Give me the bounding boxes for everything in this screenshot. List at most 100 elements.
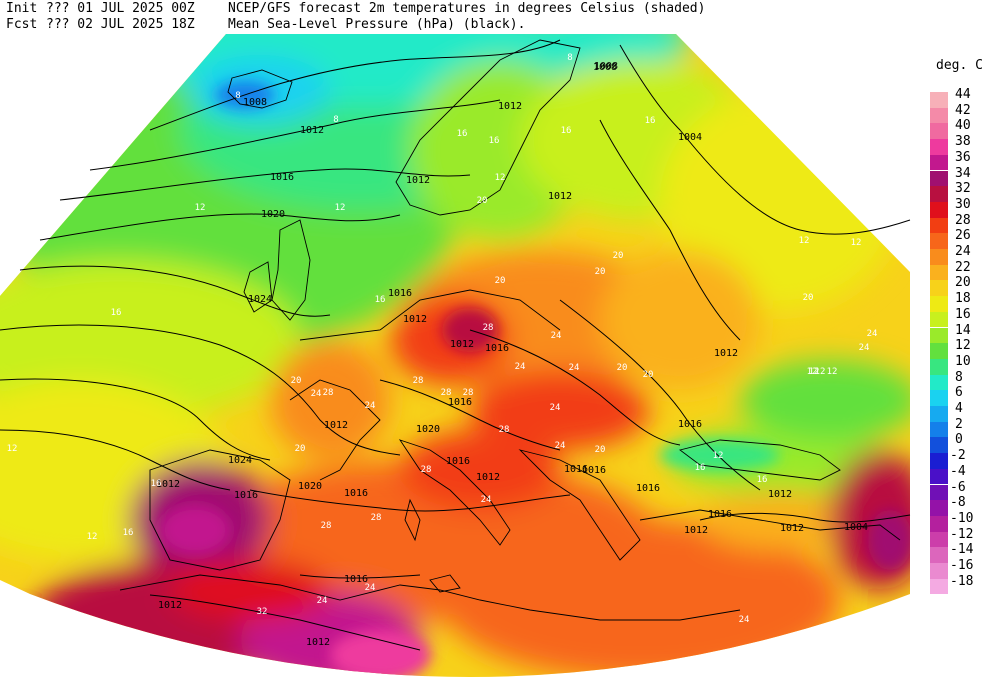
colorbar-swatch — [930, 186, 948, 202]
temperature-label: 20 — [595, 267, 606, 277]
colorbar-label: 40 — [955, 118, 971, 134]
colorbar-label: -10 — [950, 510, 974, 526]
colorbar-label: -6 — [950, 479, 966, 495]
temperature-label: 24 — [551, 331, 562, 341]
init-label: Init — [6, 1, 38, 16]
temperature-label: 20 — [803, 293, 814, 303]
colorbar-label: 32 — [955, 181, 971, 197]
pressure-label: 1012 — [300, 125, 324, 136]
temperature-label: 28 — [463, 388, 474, 398]
colorbar-swatch — [930, 500, 948, 516]
fcst-value: ??? 02 JUL 2025 18Z — [46, 17, 195, 32]
pressure-label: 1016 — [564, 464, 588, 475]
pressure-label: 1012 — [324, 420, 348, 431]
colorbar-label: -2 — [950, 448, 966, 464]
colorbar-label: -14 — [950, 542, 974, 558]
temperature-label: 16 — [561, 126, 572, 136]
temperature-label: 20 — [617, 363, 628, 373]
temperature-label: 20 — [495, 276, 506, 286]
colorbar-swatch — [930, 92, 948, 108]
temperature-label: 28 — [441, 388, 452, 398]
colorbar-swatch — [930, 468, 948, 485]
pressure-label: 1012 — [548, 191, 572, 202]
temperature-label: 24 — [365, 401, 376, 411]
colorbar-label: 0 — [955, 432, 963, 448]
temperature-label: 28 — [483, 323, 494, 333]
pressure-label: 1012 — [306, 637, 330, 648]
pressure-label: 1016 — [344, 488, 368, 499]
colorbar-swatch — [930, 547, 948, 563]
temperature-label: 16 — [151, 479, 162, 489]
temperature-label: 16 — [695, 463, 706, 473]
pressure-label: 1008 — [594, 61, 618, 72]
colorbar-label: 12 — [955, 338, 971, 354]
init-value: ??? 01 JUL 2025 00Z — [46, 1, 195, 16]
pressure-label: 1012 — [768, 489, 792, 500]
colorbar-swatch — [930, 280, 948, 297]
pressure-label: 1024 — [248, 294, 272, 305]
temperature-label: 20 — [291, 376, 302, 386]
colorbar-label: 44 — [955, 87, 971, 102]
pressure-label: 1012 — [156, 479, 180, 490]
colorbar-label: -18 — [950, 573, 974, 589]
temperature-label: 12 — [799, 236, 810, 246]
temperature-label: 16 — [757, 475, 768, 485]
colorbar-unit: deg. C — [936, 58, 983, 73]
pressure-label: 1012 — [476, 472, 500, 483]
pressure-label: 1012 — [450, 339, 474, 350]
colorbar-label: 34 — [955, 165, 971, 181]
pressure-label: 1012 — [406, 175, 430, 186]
colorbar-label: 8 — [955, 369, 963, 385]
temperature-label: 24 — [859, 343, 870, 353]
temperature-label: 12 — [195, 203, 206, 213]
colorbar-swatch — [930, 390, 948, 406]
colorbar-label: 14 — [955, 322, 971, 338]
colorbar-label: -12 — [950, 526, 974, 542]
pressure-label: 1016 — [636, 483, 660, 494]
temperature-label: 28 — [421, 465, 432, 475]
temperature-label: 20 — [595, 445, 606, 455]
colorbar-label: 6 — [955, 385, 963, 401]
colorbar-swatch — [930, 139, 948, 155]
colorbar-swatch — [930, 531, 948, 548]
temperature-label: 8 — [567, 53, 572, 63]
temperature-label: 24 — [317, 596, 328, 606]
colorbar-swatch — [930, 515, 948, 532]
colorbar-label: 30 — [955, 196, 971, 212]
colorbar-label: 16 — [955, 306, 971, 322]
temperature-label: 12 — [815, 367, 826, 377]
colorbar-swatch — [930, 406, 948, 422]
map-subtitle: Mean Sea-Level Pressure (hPa) (black). — [228, 17, 526, 32]
pressure-label: 1004 — [678, 132, 702, 143]
temperature-label: 24 — [739, 615, 750, 625]
temperature-label: 24 — [550, 403, 561, 413]
colorbar-label: 26 — [955, 228, 971, 244]
pressure-label: 1012 — [158, 600, 182, 611]
temperature-label: 20 — [643, 370, 654, 380]
temperature-label: 24 — [515, 362, 526, 372]
map-title: NCEP/GFS forecast 2m temperatures in deg… — [228, 1, 706, 16]
colorbar-swatch — [930, 358, 948, 375]
temperature-label: 16 — [645, 116, 656, 126]
temperature-label: 16 — [111, 308, 122, 318]
temperature-label: 16 — [489, 136, 500, 146]
temperature-label: 28 — [321, 521, 332, 531]
colorbar-swatch — [930, 374, 948, 391]
temperature-label: 8 — [235, 91, 240, 101]
colorbar-swatch — [930, 437, 948, 454]
temperature-label: 20 — [295, 444, 306, 454]
pressure-label: 1024 — [228, 455, 252, 466]
temperature-label: 12 — [809, 367, 820, 377]
colorbar-swatch — [930, 264, 948, 281]
colorbar-label: 42 — [955, 102, 971, 118]
colorbar-label: 24 — [955, 244, 971, 259]
colorbar-label: -16 — [950, 558, 974, 573]
temperature-label: 12 — [87, 532, 98, 542]
colorbar-label: -4 — [950, 463, 966, 479]
pressure-label: 1012 — [498, 101, 522, 112]
pressure-label: 1008 — [593, 62, 617, 73]
coastlines — [119, 39, 901, 621]
colorbar-swatch — [930, 484, 948, 501]
